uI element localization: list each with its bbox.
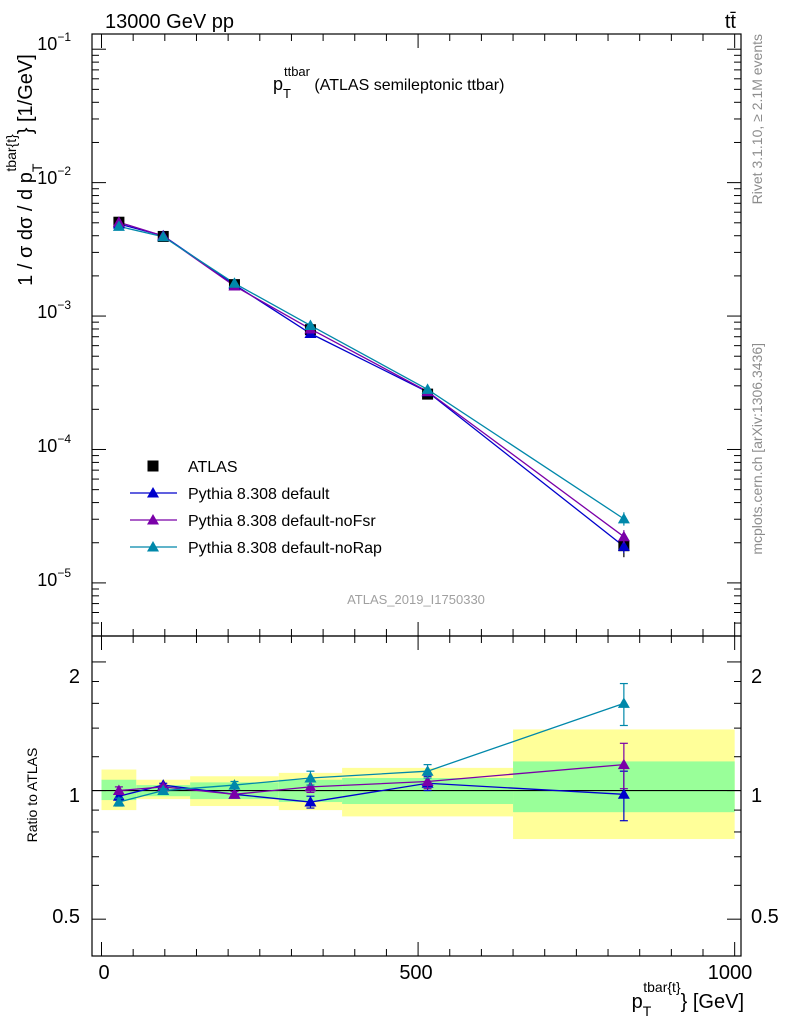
ratio-series-layer — [112, 682, 630, 822]
ratio-line-noRap — [118, 702, 625, 803]
legend-marker-noFsr — [147, 514, 159, 525]
legend-label-noFsr: Pythia 8.308 default-noFsr — [188, 513, 376, 530]
series-point-noRap — [617, 512, 630, 524]
ratio-ytick-label-right: 2 — [751, 666, 762, 688]
ratio-point-noFsr — [228, 788, 241, 799]
series-point-noRap — [228, 277, 241, 288]
main-ytick-label: 10−5 — [37, 566, 71, 590]
ratio-point-default — [617, 788, 630, 799]
series-line-noRap — [118, 225, 625, 520]
ratio-ytick-label: 1 — [69, 785, 80, 807]
ratio-point-noFsr — [421, 775, 434, 787]
legend-marker-noRap — [147, 541, 159, 552]
main-axis-ticks — [92, 34, 741, 637]
ratio-point-noRap — [304, 772, 317, 783]
energy-label: 13000 GeV pp — [105, 11, 234, 33]
process-label: tt̄ — [725, 11, 737, 33]
series-point-noRap — [421, 383, 434, 394]
main-y-axis-label: 1 / σ dσ / d pTtbar{t}} [1/GeV] — [3, 54, 45, 286]
main-ytick-label: 10−4 — [37, 432, 71, 456]
ratio-point-noFsr — [112, 784, 125, 796]
series-point-noFsr — [617, 530, 630, 542]
mcplots-label: mcplots.cern.ch [arXiv:1306.3436] — [749, 343, 765, 555]
legend-label-default: Pythia 8.308 default — [188, 486, 330, 503]
xtick-label: 500 — [399, 962, 432, 984]
legend-label-noRap: Pythia 8.308 default-noRap — [188, 540, 382, 557]
ratio-axis-ticks — [92, 636, 741, 956]
ratio-plot-frame — [91, 635, 742, 957]
ratio-point-noRap — [617, 697, 630, 708]
ratio-uncertainty-bands — [92, 729, 741, 840]
rivet-label: Rivet 3.1.10, ≥ 2.1M events — [749, 34, 765, 204]
series-point-default — [617, 540, 630, 551]
series-point-noRap — [157, 230, 170, 242]
series-point-noRap — [304, 319, 317, 330]
ratio-ytick-label-right: 1 — [751, 785, 762, 807]
ratio-ytick-label: 2 — [69, 666, 80, 688]
main-ytick-label: 10−3 — [37, 298, 71, 322]
ratio-point-noFsr — [617, 758, 630, 770]
ratio-point-noRap — [157, 784, 170, 796]
ratio-point-noRap — [112, 796, 125, 807]
main-ytick-label: 10−2 — [37, 164, 71, 188]
legend: ATLAS Pythia 8.308 default Pythia 8.308 de… — [130, 459, 382, 557]
xtick-label: 1000 — [708, 962, 753, 984]
legend-marker-data — [147, 460, 159, 472]
x-axis-label: pTtbar{t}} [GeV] — [632, 979, 744, 1019]
main-ytick-label: 10−1 — [37, 30, 71, 54]
ratio-ytick-label-right: 0.5 — [751, 906, 779, 928]
plot-title: pTttbar (ATLAS semileptonic ttbar) — [273, 64, 504, 101]
legend-label-data: ATLAS — [188, 459, 238, 476]
ratio-point-noFsr — [304, 780, 317, 792]
ratio-ytick-label: 0.5 — [52, 906, 80, 928]
ratio-y-axis-label: Ratio to ATLAS — [24, 748, 40, 843]
series-line-noFsr — [118, 221, 625, 538]
legend-marker-default — [147, 487, 159, 498]
ratio-line-noFsr — [118, 763, 624, 795]
series-point-noRap — [112, 220, 125, 231]
main-series-layer — [112, 216, 630, 558]
xtick-label: 0 — [98, 962, 109, 984]
ratio-point-noRap — [421, 765, 434, 776]
analysis-label: ATLAS_2019_I1750330 — [347, 592, 485, 607]
ratio-point-default — [304, 796, 317, 807]
ratio-point-noRap — [228, 779, 241, 790]
